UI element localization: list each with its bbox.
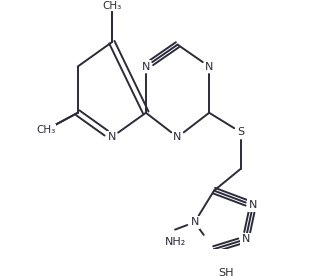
Text: NH₂: NH₂ bbox=[164, 237, 186, 247]
Text: N: N bbox=[142, 62, 150, 71]
Text: N: N bbox=[241, 234, 250, 244]
Text: N: N bbox=[249, 200, 257, 210]
Text: SH: SH bbox=[219, 268, 234, 276]
Text: S: S bbox=[237, 127, 244, 137]
Text: N: N bbox=[190, 217, 199, 227]
Text: CH₃: CH₃ bbox=[102, 1, 121, 11]
Text: N: N bbox=[205, 62, 213, 71]
Text: N: N bbox=[173, 132, 182, 142]
Text: N: N bbox=[108, 132, 116, 142]
Text: CH₃: CH₃ bbox=[37, 125, 56, 135]
